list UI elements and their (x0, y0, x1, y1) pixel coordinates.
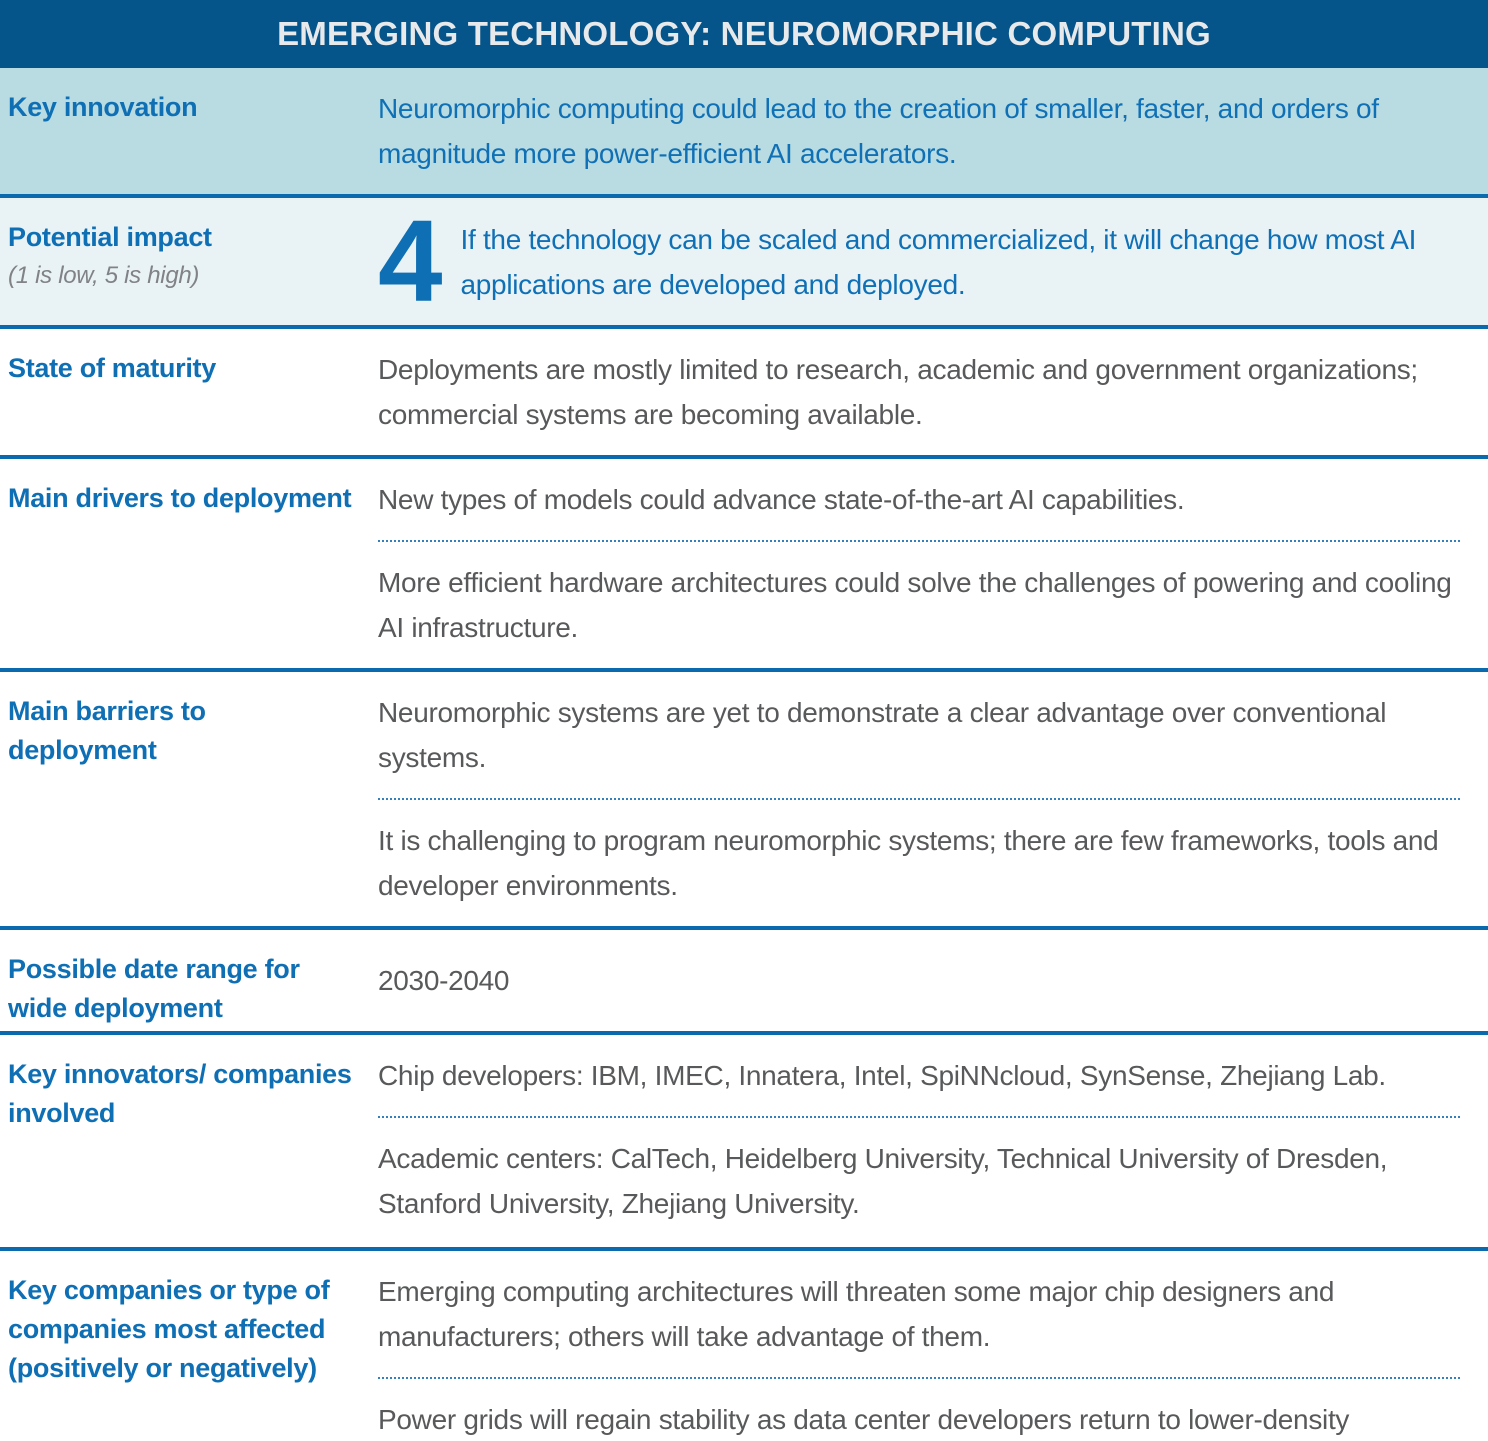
page-title: EMERGING TECHNOLOGY: NEUROMORPHIC COMPUT… (277, 15, 1211, 52)
dotted-divider (378, 1377, 1460, 1379)
row-main-drivers: Main drivers to deployment New types of … (0, 459, 1488, 672)
row-label: Potential impact (8, 222, 212, 252)
row-potential-impact: Potential impact (1 is low, 5 is high) 4… (0, 198, 1488, 329)
row-label-cell: Possible date range for wide deployment (0, 930, 370, 1031)
row-label-cell: Main barriers to deployment (0, 672, 370, 926)
row-label: Key innovators/ companies involved (8, 1059, 352, 1128)
row-key-innovation: Key innovation Neuromorphic computing co… (0, 68, 1488, 198)
title-bar: EMERGING TECHNOLOGY: NEUROMORPHIC COMPUT… (0, 0, 1488, 68)
row-companies-affected: Key companies or type of companies most … (0, 1251, 1488, 1441)
row-content-cell: Emerging computing architectures will th… (370, 1251, 1488, 1441)
row-content-cell: Neuromorphic computing could lead to the… (370, 68, 1488, 194)
row-key-innovators: Key innovators/ companies involved Chip … (0, 1035, 1488, 1251)
innovators-academic-centers: Academic centers: CalTech, Heidelberg Un… (378, 1143, 1388, 1219)
dotted-divider (378, 540, 1460, 542)
row-content-cell: Chip developers: IBM, IMEC, Innatera, In… (370, 1035, 1488, 1247)
row-content-cell: New types of models could advance state-… (370, 459, 1488, 668)
row-label: Possible date range for wide deployment (8, 954, 300, 1023)
impact-score: 4 (378, 195, 443, 326)
dotted-divider (378, 1116, 1460, 1118)
row-label: Key companies or type of companies most … (8, 1275, 330, 1383)
row-label-cell: Key innovators/ companies involved (0, 1035, 370, 1247)
row-label: Key innovation (8, 92, 198, 122)
affected-item: Emerging computing architectures will th… (378, 1276, 1335, 1352)
driver-item: More efficient hardware architectures co… (378, 567, 1452, 643)
impact-text: If the technology can be scaled and comm… (460, 223, 1417, 300)
row-label-cell: Key companies or type of companies most … (0, 1251, 370, 1441)
row-label: State of maturity (8, 353, 216, 383)
barrier-item: It is challenging to program neuromorphi… (378, 825, 1439, 901)
row-label: Main drivers to deployment (8, 483, 352, 513)
barrier-item: Neuromorphic systems are yet to demonstr… (378, 697, 1387, 773)
row-state-of-maturity: State of maturity Deployments are mostly… (0, 329, 1488, 459)
impact-scale-note: (1 is low, 5 is high) (8, 262, 200, 289)
innovators-chip-developers: Chip developers: IBM, IMEC, Innatera, In… (378, 1060, 1386, 1091)
row-content-cell: Neuromorphic systems are yet to demonstr… (370, 672, 1488, 926)
row-label-cell: Key innovation (0, 68, 370, 194)
row-content-cell: Deployments are mostly limited to resear… (370, 329, 1488, 455)
dotted-divider (378, 798, 1460, 800)
row-label-cell: Potential impact (1 is low, 5 is high) (0, 198, 370, 325)
key-innovation-text: Neuromorphic computing could lead to the… (378, 93, 1379, 169)
row-main-barriers: Main barriers to deployment Neuromorphic… (0, 672, 1488, 930)
row-date-range: Possible date range for wide deployment … (0, 930, 1488, 1035)
row-label-cell: State of maturity (0, 329, 370, 455)
affected-item: Power grids will regain stability as dat… (378, 1404, 1350, 1435)
row-label: Main barriers to deployment (8, 696, 206, 765)
date-range-value: 2030-2040 (378, 965, 510, 996)
row-label-cell: Main drivers to deployment (0, 459, 370, 668)
driver-item: New types of models could advance state-… (378, 484, 1185, 515)
row-content-cell: 2030-2040 (370, 930, 1488, 1031)
maturity-text: Deployments are mostly limited to resear… (378, 354, 1418, 430)
row-content-cell: 4 If the technology can be scaled and co… (370, 198, 1488, 325)
